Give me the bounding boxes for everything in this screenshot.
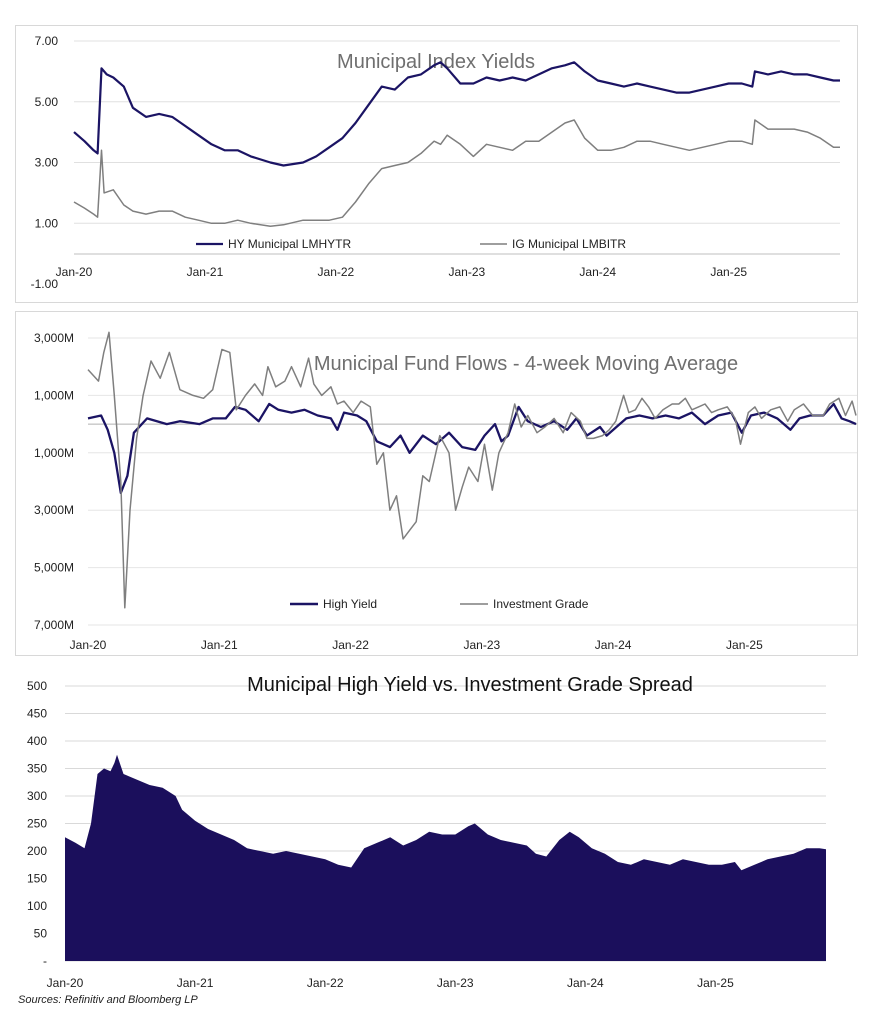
x-tick-label: Jan-25 xyxy=(726,638,763,652)
y-axis: 7.00 5.00 3.00 1.00 -1.00 xyxy=(31,34,59,291)
x-tick-label: Jan-22 xyxy=(307,976,344,990)
y-tick-label: 200 xyxy=(27,844,47,858)
x-tick-label: Jan-24 xyxy=(567,976,604,990)
y-tick-label: 3,000M xyxy=(34,331,74,345)
x-tick-label: Jan-24 xyxy=(579,265,616,279)
x-tick-label: Jan-23 xyxy=(463,638,500,652)
x-tick-label: Jan-20 xyxy=(56,265,93,279)
series-line-1 xyxy=(87,331,857,609)
y-tick-label: 3.00 xyxy=(35,156,59,170)
series-lines xyxy=(73,61,840,228)
x-axis: Jan-20 Jan-21 Jan-22 Jan-23 Jan-24 Jan-25 xyxy=(70,638,763,652)
y-tick-label: 300 xyxy=(27,789,47,803)
x-tick-label: Jan-23 xyxy=(437,976,474,990)
y-tick-label: 350 xyxy=(27,762,47,776)
chart-title: Municipal Index Yields xyxy=(337,51,535,73)
legend-label-high-yield: High Yield xyxy=(323,597,377,611)
y-axis: 3,000M 1,000M 1,000M 3,000M 5,000M 7,000M xyxy=(34,331,74,632)
x-tick-label: Jan-25 xyxy=(710,265,747,279)
legend: HY Municipal LMHYTR IG Municipal LMBITR xyxy=(196,237,626,251)
x-tick-label: Jan-23 xyxy=(448,265,485,279)
series-line-0 xyxy=(87,402,857,495)
y-tick-label: 7.00 xyxy=(35,34,59,48)
x-tick-label: Jan-20 xyxy=(70,638,107,652)
legend: High Yield Investment Grade xyxy=(290,597,589,611)
y-tick-label: 150 xyxy=(27,872,47,886)
y-gridlines xyxy=(74,40,840,224)
y-tick-label: 100 xyxy=(27,899,47,913)
yields-chart: 7.00 5.00 3.00 1.00 -1.00 Jan-20 Jan-21 Jan-22… xyxy=(31,34,840,291)
series-lines xyxy=(87,331,857,609)
series-line-1 xyxy=(73,119,840,228)
y-tick-label: 50 xyxy=(34,927,48,941)
y-tick-label: 1,000M xyxy=(34,388,74,402)
flows-chart-panel: 3,000M 1,000M 1,000M 3,000M 5,000M 7,000M Jan… xyxy=(15,311,858,656)
y-axis: 500 450 400 350 300 250 200 150 100 50 - xyxy=(27,679,47,968)
x-tick-label: Jan-21 xyxy=(187,265,224,279)
y-tick-label: 5.00 xyxy=(35,95,59,109)
x-tick-label: Jan-20 xyxy=(47,976,84,990)
series-line-0 xyxy=(73,61,840,167)
legend-label-hy: HY Municipal LMHYTR xyxy=(228,237,351,251)
y-tick-label: - xyxy=(43,954,47,968)
x-tick-label: Jan-22 xyxy=(318,265,355,279)
y-tick-label: 400 xyxy=(27,734,47,748)
chart-title: Municipal Fund Flows - 4-week Moving Ave… xyxy=(314,353,738,375)
y-tick-label: 450 xyxy=(27,707,47,721)
x-tick-label: Jan-21 xyxy=(201,638,238,652)
y-tick-label: 500 xyxy=(27,679,47,693)
x-tick-label: Jan-21 xyxy=(177,976,214,990)
x-axis: Jan-20 Jan-21 Jan-22 Jan-23 Jan-24 Jan-25 xyxy=(47,976,734,990)
y-tick-label: 5,000M xyxy=(34,561,74,575)
y-gridlines xyxy=(88,337,857,626)
x-axis: Jan-20 Jan-21 Jan-22 Jan-23 Jan-24 Jan-25 xyxy=(56,253,840,279)
x-tick-label: Jan-24 xyxy=(595,638,632,652)
spread-area-series xyxy=(65,754,826,961)
y-tick-label: 1.00 xyxy=(35,216,59,230)
x-tick-label: Jan-25 xyxy=(697,976,734,990)
legend-label-ig: IG Municipal LMBITR xyxy=(512,237,626,251)
chart-title: Municipal High Yield vs. Investment Grad… xyxy=(247,674,693,696)
flows-chart: 3,000M 1,000M 1,000M 3,000M 5,000M 7,000M Jan… xyxy=(34,331,857,652)
yields-chart-panel: 7.00 5.00 3.00 1.00 -1.00 Jan-20 Jan-21 Jan-22… xyxy=(15,25,858,303)
spread-area xyxy=(65,754,826,961)
y-tick-label: 7,000M xyxy=(34,618,74,632)
legend-label-investment-grade: Investment Grade xyxy=(493,597,589,611)
sources-note: Sources: Refinitiv and Bloomberg LP xyxy=(18,994,198,1006)
y-tick-label: -1.00 xyxy=(31,277,59,291)
x-tick-label: Jan-22 xyxy=(332,638,369,652)
y-tick-label: 1,000M xyxy=(34,446,74,460)
y-tick-label: 250 xyxy=(27,817,47,831)
y-tick-label: 3,000M xyxy=(34,503,74,517)
